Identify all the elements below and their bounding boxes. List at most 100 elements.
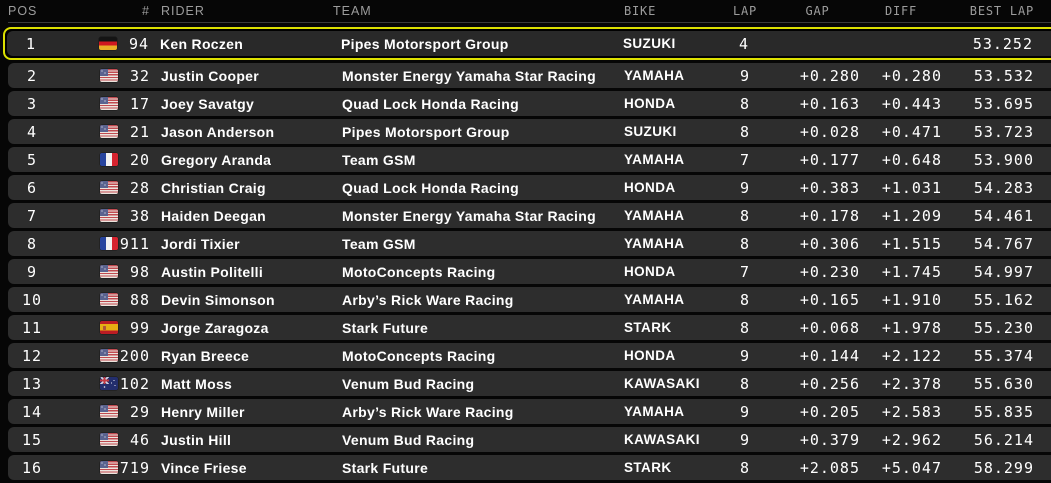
best-lap-value: 55.374: [973, 346, 1034, 365]
rider-number: 911: [119, 234, 150, 253]
header-rider: RIDER: [161, 4, 205, 18]
table-row[interactable]: 10 88 Devin Simonson Arby’s Rick Ware Racin…: [8, 287, 1051, 312]
header-gap: GAP: [805, 4, 830, 18]
diff-value: +0.471: [881, 122, 942, 141]
table-row[interactable]: 11 99 Jorge Zaragoza Stark Future STARK 8 +0.0…: [8, 315, 1051, 340]
rider-name: Justin Cooper: [161, 67, 260, 84]
bike-brand: HONDA: [624, 264, 676, 279]
flag-icon-us: [100, 97, 118, 110]
position-value: 11: [21, 318, 43, 337]
lap-count: 8: [739, 122, 751, 141]
rider-number: 32: [129, 66, 150, 85]
flag-cell: [56, 315, 118, 340]
bike-brand: STARK: [624, 320, 672, 335]
bike-brand: YAMAHA: [624, 292, 685, 307]
header-team: TEAM: [333, 4, 372, 18]
flag-icon-us: [100, 69, 118, 82]
position-value: 3: [26, 94, 38, 113]
position-value: 4: [26, 122, 38, 141]
team-name: Pipes Motorsport Group: [342, 123, 510, 140]
rider-number: 99: [129, 318, 150, 337]
flag-cell: [56, 259, 118, 284]
gap-value: +0.230: [799, 262, 860, 281]
diff-value: +1.910: [881, 290, 942, 309]
team-name: MotoConcepts Racing: [342, 263, 496, 280]
table-row[interactable]: 7 38 Haiden Deegan Monster Energy Yamaha St…: [8, 203, 1051, 228]
gap-value: +0.165: [799, 290, 860, 309]
diff-value: +2.122: [881, 346, 942, 365]
best-lap-value: 56.214: [973, 430, 1034, 449]
gap-value: +0.178: [799, 206, 860, 225]
table-row[interactable]: 2 32 Justin Cooper Monster Energy Yamaha St…: [8, 63, 1051, 88]
highlighted-row-outline: 1 94 Ken Roczen Pipes Motorsport Group SUZUK…: [3, 27, 1051, 60]
table-row[interactable]: 8 911 Jordi Tixier Team GSM YAMAHA 8 +0.306 +1.…: [8, 231, 1051, 256]
flag-cell: [56, 343, 118, 368]
header-diff: DIFF: [884, 4, 918, 18]
diff-value: +5.047: [881, 458, 942, 477]
table-row[interactable]: 5 20 Gregory Aranda Team GSM YAMAHA 7 +0.177 +0…: [8, 147, 1051, 172]
position-value: 8: [26, 234, 38, 253]
rider-name: Haiden Deegan: [161, 207, 267, 224]
team-name: Team GSM: [342, 235, 416, 252]
gap-value: +0.163: [799, 94, 860, 113]
table-row[interactable]: 1 94 Ken Roczen Pipes Motorsport Group SUZUK…: [7, 31, 1051, 56]
diff-value: +0.280: [881, 66, 942, 85]
diff-value: +2.962: [881, 430, 942, 449]
table-row[interactable]: 4 21 Jason Anderson Pipes Motorsport Group S…: [8, 119, 1051, 144]
rider-name: Christian Craig: [161, 179, 266, 196]
flag-cell: [56, 175, 118, 200]
position-value: 2: [26, 66, 38, 85]
team-name: Quad Lock Honda Racing: [342, 179, 519, 196]
rider-number: 102: [119, 374, 150, 393]
lap-count: 9: [739, 66, 751, 85]
table-row[interactable]: 15 46 Justin Hill Venum Bud Racing KAWASAKI 9…: [8, 427, 1051, 452]
team-name: Stark Future: [342, 319, 429, 336]
rider-name: Jason Anderson: [161, 123, 275, 140]
team-name: Venum Bud Racing: [342, 431, 475, 448]
flag-icon-fr: [100, 153, 118, 166]
header-best-lap: BEST LAP: [969, 4, 1034, 18]
rider-number: 38: [129, 206, 150, 225]
best-lap-value: 54.997: [973, 262, 1034, 281]
table-row[interactable]: 9 98 Austin Politelli MotoConcepts Racing HO…: [8, 259, 1051, 284]
header-number: #: [142, 4, 150, 18]
rider-number: 28: [129, 178, 150, 197]
rider-name: Ryan Breece: [161, 347, 250, 364]
table-row[interactable]: 13 102 Matt Moss Venum Bud Racing KAWASAKI 8 +…: [8, 371, 1051, 396]
table-row[interactable]: 14 29 Henry Miller Arby’s Rick Ware Racing Y…: [8, 399, 1051, 424]
rider-number: 200: [119, 346, 150, 365]
best-lap-value: 54.767: [973, 234, 1034, 253]
position-value: 14: [21, 402, 43, 421]
team-name: Arby’s Rick Ware Racing: [342, 291, 514, 308]
table-row[interactable]: 6 28 Christian Craig Quad Lock Honda Racing…: [8, 175, 1051, 200]
lap-count: 8: [739, 94, 751, 113]
flag-icon-us: [100, 125, 118, 138]
rider-number: 719: [119, 458, 150, 477]
lap-count: 9: [739, 402, 751, 421]
bike-brand: HONDA: [624, 96, 676, 111]
bike-brand: SUZUKI: [623, 36, 676, 51]
team-name: MotoConcepts Racing: [342, 347, 496, 364]
table-row[interactable]: 3 17 Joey Savatgy Quad Lock Honda Racing HON…: [8, 91, 1051, 116]
flag-icon-au: [100, 377, 118, 390]
table-row[interactable]: 12 200 Ryan Breece MotoConcepts Racing HONDA…: [8, 343, 1051, 368]
bike-brand: KAWASAKI: [624, 432, 700, 447]
flag-icon-us: [100, 349, 118, 362]
gap-value: +0.205: [799, 402, 860, 421]
bike-brand: STARK: [624, 460, 672, 475]
rider-name: Matt Moss: [161, 375, 233, 392]
table-header: POS # RIDER TEAM BIKE LAP GAP DIFF BEST …: [8, 0, 1051, 23]
diff-value: +0.443: [881, 94, 942, 113]
flag-icon-us: [100, 209, 118, 222]
rider-name: Jordi Tixier: [161, 235, 240, 252]
lap-count: 8: [739, 458, 751, 477]
lap-count: 8: [739, 206, 751, 225]
flag-cell: [56, 455, 118, 480]
flag-icon-us: [100, 461, 118, 474]
table-body: 1 94 Ken Roczen Pipes Motorsport Group SUZUK…: [0, 27, 1051, 480]
table-row[interactable]: 16 719 Vince Friese Stark Future STARK 8 +2.08…: [8, 455, 1051, 480]
best-lap-value: 55.162: [973, 290, 1034, 309]
diff-value: +1.031: [881, 178, 942, 197]
flag-icon-us: [100, 433, 118, 446]
